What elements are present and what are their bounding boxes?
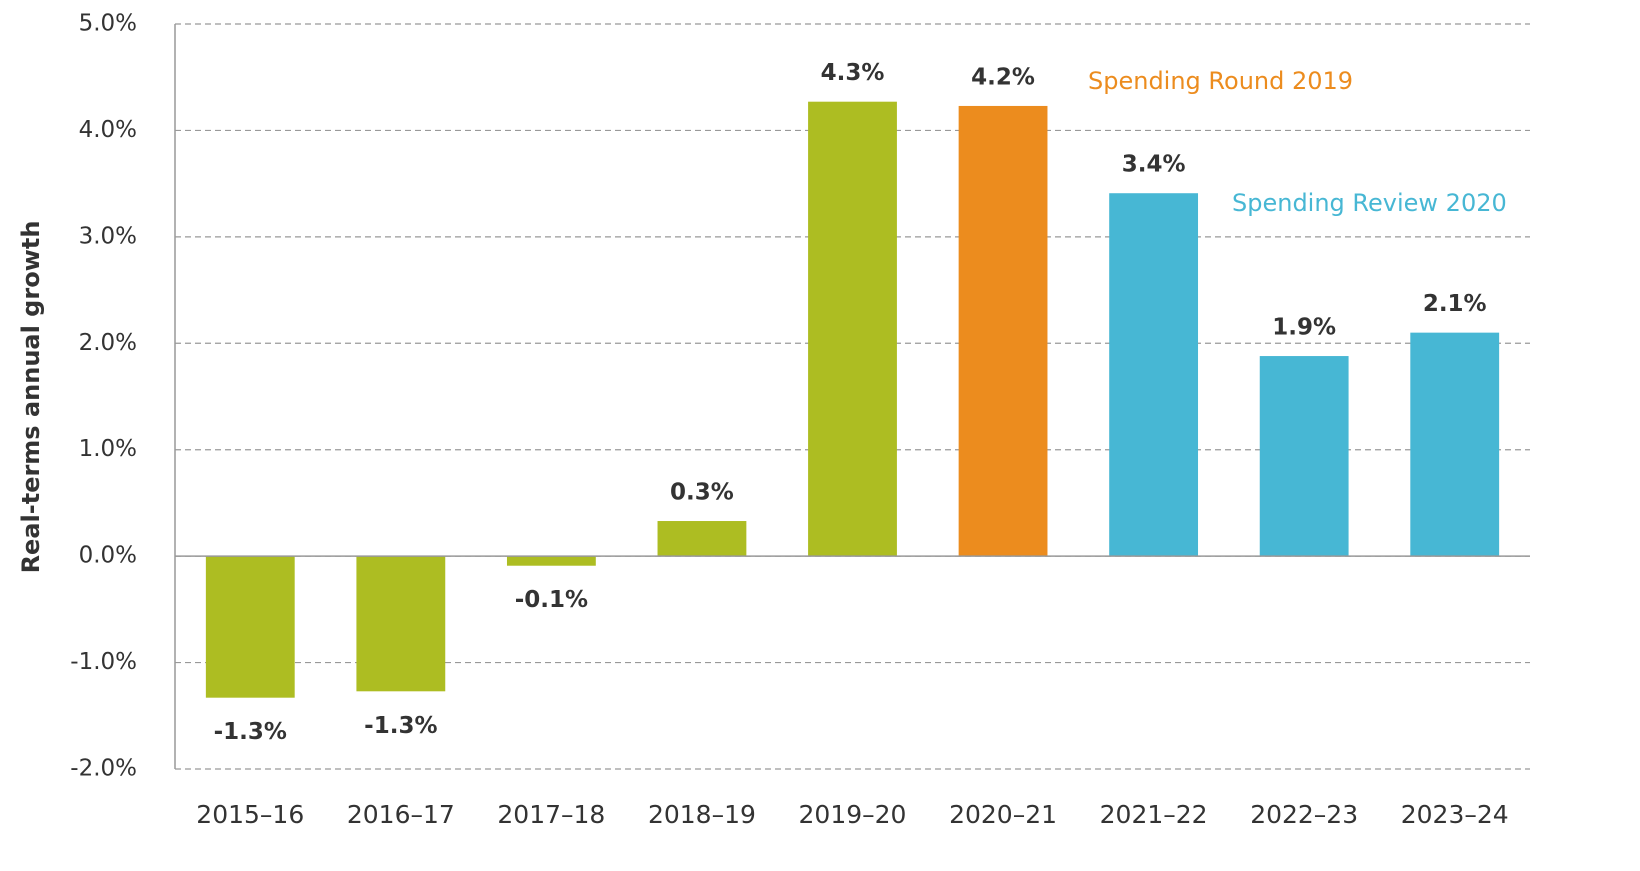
value-label: -1.3%	[364, 713, 437, 739]
x-tick-label: 2021–22	[1100, 800, 1208, 829]
x-tick-label: 2016–17	[347, 800, 455, 829]
x-tick-label: 2022–23	[1250, 800, 1358, 829]
y-tick-label: 4.0%	[79, 117, 137, 143]
x-tick-label: 2015–16	[196, 800, 304, 829]
value-label: 2.1%	[1423, 291, 1487, 317]
y-tick-label: 1.0%	[79, 436, 137, 462]
x-tick-label: 2020–21	[949, 800, 1057, 829]
bar	[506, 556, 596, 566]
y-tick-label: 0.0%	[79, 543, 137, 569]
y-tick-label: 3.0%	[79, 223, 137, 249]
value-label: -1.3%	[214, 719, 287, 745]
y-tick-label: 2.0%	[79, 330, 137, 356]
value-label: -0.1%	[515, 587, 588, 613]
annotation: Spending Round 2019	[1088, 67, 1353, 95]
y-axis-title: Real-terms annual growth	[17, 221, 45, 574]
value-label: 1.9%	[1272, 315, 1336, 341]
value-label: 4.3%	[821, 60, 885, 86]
bar	[657, 521, 747, 557]
bar	[1109, 193, 1199, 557]
y-tick-label: -1.0%	[70, 649, 137, 675]
annotation: Spending Review 2020	[1232, 189, 1507, 217]
y-tick-label: 5.0%	[79, 11, 137, 37]
value-label: 3.4%	[1122, 152, 1186, 178]
y-tick-label: -2.0%	[70, 756, 137, 782]
value-label: 4.2%	[971, 64, 1035, 90]
x-tick-label: 2018–19	[648, 800, 756, 829]
bar	[205, 556, 295, 698]
x-tick-label: 2023–24	[1401, 800, 1509, 829]
value-label: 0.3%	[670, 480, 734, 506]
bar	[958, 105, 1048, 557]
bar	[356, 556, 446, 692]
x-tick-label: 2017–18	[497, 800, 605, 829]
x-tick-label: 2019–20	[799, 800, 907, 829]
bar	[1259, 356, 1349, 557]
bar	[808, 101, 897, 557]
bar	[1410, 332, 1500, 557]
